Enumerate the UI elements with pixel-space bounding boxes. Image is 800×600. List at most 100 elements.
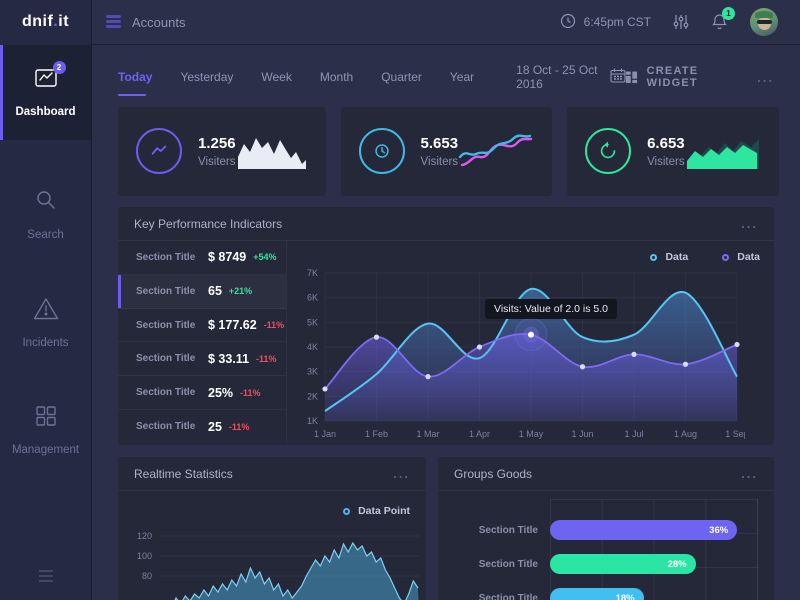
groups-panel-title: Groups Goods (454, 466, 533, 481)
sidebar-item-management[interactable]: Management (0, 383, 91, 478)
sidebar-item-badge: 2 (52, 61, 66, 74)
realtime-legend-item[interactable]: Data Point (343, 505, 410, 517)
kpi-row-3[interactable]: Section Title $ 177.62 -11% (118, 309, 286, 343)
user-avatar[interactable] (750, 8, 778, 36)
logo-block[interactable]: dnif.it (0, 0, 92, 45)
stat-card-3[interactable]: 6.653 Visiters (567, 107, 779, 195)
kpi-row-delta: -11% (240, 387, 261, 398)
tab-year[interactable]: Year (449, 70, 475, 84)
svg-text:6K: 6K (307, 293, 318, 303)
svg-text:1 Jun: 1 Jun (571, 429, 593, 439)
sidebar-collapse-icon[interactable] (0, 552, 91, 600)
svg-text:1 Jul: 1 Jul (624, 429, 643, 439)
kpi-row-value: $ 8749 (208, 250, 247, 265)
sidebar-item-search[interactable]: Search (0, 166, 91, 263)
svg-text:3K: 3K (307, 367, 318, 377)
sidebar-item-label: Search (27, 229, 64, 241)
kpi-row-value: $ 177.62 (208, 318, 257, 333)
stat-label: Visiters (198, 155, 236, 168)
svg-text:1 Mar: 1 Mar (416, 429, 439, 439)
sidebar-item-label: Management (11, 444, 80, 456)
groups-bar[interactable]: 18% (550, 588, 644, 600)
kpi-row-label: Section Title (136, 353, 196, 365)
legend-swatch-icon (343, 507, 351, 515)
tab-yesterday[interactable]: Yesterday (180, 70, 234, 84)
topnav-accounts[interactable]: Accounts (132, 14, 186, 30)
stat-sparkline (236, 127, 308, 176)
create-widget-button[interactable]: CREATE WIDGET (625, 65, 731, 89)
trend-zigzag-icon (136, 128, 182, 174)
date-range-picker[interactable]: 18 Oct - 25 Oct 2016 (516, 63, 626, 91)
widget-grid-icon (625, 71, 637, 83)
kpi-row-6[interactable]: Section Title 25 -11% (118, 410, 286, 443)
settings-sliders-icon[interactable] (673, 14, 689, 30)
sidebar-item-label: Dashboard (15, 106, 76, 118)
groups-bar[interactable]: 28% (550, 554, 696, 574)
kpi-chart-tooltip: Visits: Value of 2.0 is 5.0 (485, 298, 618, 319)
kpi-row-label: Section Title (136, 387, 196, 399)
filters-row: Today Yesterday Week Month Quarter Year 18 Oc… (118, 51, 774, 103)
stat-label: Visiters (647, 155, 685, 168)
warning-triangle-icon (33, 297, 59, 323)
kpi-row-5[interactable]: Section Title 25% -11% (118, 376, 286, 411)
accounts-list-icon[interactable] (106, 15, 122, 29)
tab-today[interactable]: Today (118, 60, 152, 96)
search-icon (34, 188, 58, 215)
kpi-row-label: Section Title (136, 421, 196, 433)
kpi-row-value: 65 (208, 284, 222, 299)
svg-text:5K: 5K (307, 317, 318, 327)
kpi-chart-legend: Data Data (297, 247, 760, 267)
kpi-legend-item-2[interactable]: Data (722, 251, 760, 263)
kpi-legend-item-1[interactable]: Data (650, 251, 688, 263)
legend-swatch-icon (722, 253, 730, 261)
svg-text:1 May: 1 May (519, 429, 544, 439)
kpi-row-4[interactable]: Section Title $ 33.11 -11% (118, 342, 286, 377)
realtime-menu-dots[interactable]: ... (393, 466, 410, 481)
groups-row-1: Section Title 36% (454, 513, 758, 547)
groups-bar-value: 28% (667, 558, 687, 570)
stat-card-1[interactable]: 1.256 Visiters (118, 107, 326, 195)
kpi-row-delta: +21% (228, 286, 253, 297)
calendar-icon (610, 68, 626, 86)
stat-card-2[interactable]: 5.653 Visiters (340, 107, 553, 195)
kpi-menu-dots[interactable]: ... (741, 216, 758, 231)
sidebar: 2 Dashboard Search Incidents Management (0, 45, 92, 600)
groups-row-2: Section Title 28% (454, 547, 758, 581)
groups-goods-panel: Groups Goods ... Section Title 36% Section… (438, 457, 774, 600)
sidebar-item-dashboard[interactable]: 2 Dashboard (0, 45, 91, 140)
svg-text:2K: 2K (307, 391, 318, 401)
kpi-visits-chart: 1K 2K 3K 4K 5K 6K 7K 1 Jan 1 Feb 1 Mar 1 Apr 1 May 1… (307, 268, 749, 439)
clock-icon (358, 128, 405, 174)
tab-month[interactable]: Month (319, 70, 354, 84)
groups-bar-value: 36% (709, 524, 729, 536)
kpi-row-2[interactable]: Section Title 65 +21% (118, 274, 286, 309)
time-display: 6:45pm CST (560, 13, 651, 32)
kpi-row-label: Section Title (136, 285, 196, 297)
grid-icon (35, 405, 57, 430)
groups-bar-track: 28% (550, 554, 758, 574)
kpi-row-delta: -11% (228, 421, 250, 432)
filters-menu-dots[interactable]: ... (757, 69, 774, 85)
groups-row-label: Section Title (478, 592, 538, 600)
sidebar-item-incidents[interactable]: Incidents (0, 275, 91, 371)
svg-text:1K: 1K (307, 416, 318, 426)
kpi-row-1[interactable]: Section Title $ 8749 +54% (118, 241, 286, 275)
groups-bar[interactable]: 36% (550, 520, 738, 540)
brand-logo: dnif.it (21, 13, 70, 30)
stat-value: 1.256 (198, 134, 236, 152)
stat-value: 6.653 (647, 134, 685, 152)
groups-row-3: Section Title 18% (454, 581, 758, 600)
svg-text:80: 80 (142, 571, 152, 581)
clock-icon (560, 13, 576, 32)
kpi-table: Section Title $ 8749 +54% Section Title 65 +2… (118, 241, 286, 443)
groups-menu-dots[interactable]: ... (741, 466, 758, 481)
legend-swatch-icon (650, 253, 658, 261)
groups-bar-track: 36% (550, 520, 758, 540)
kpi-row-value: 25% (208, 385, 234, 400)
stat-value: 5.653 (420, 134, 459, 152)
tab-quarter[interactable]: Quarter (381, 70, 422, 84)
notifications-bell-icon[interactable]: 1 (711, 7, 735, 31)
tab-week[interactable]: Week (261, 70, 292, 84)
kpi-panel: Key Performance Indicators ... Section T… (118, 207, 774, 444)
svg-text:1 Apr: 1 Apr (469, 429, 490, 439)
